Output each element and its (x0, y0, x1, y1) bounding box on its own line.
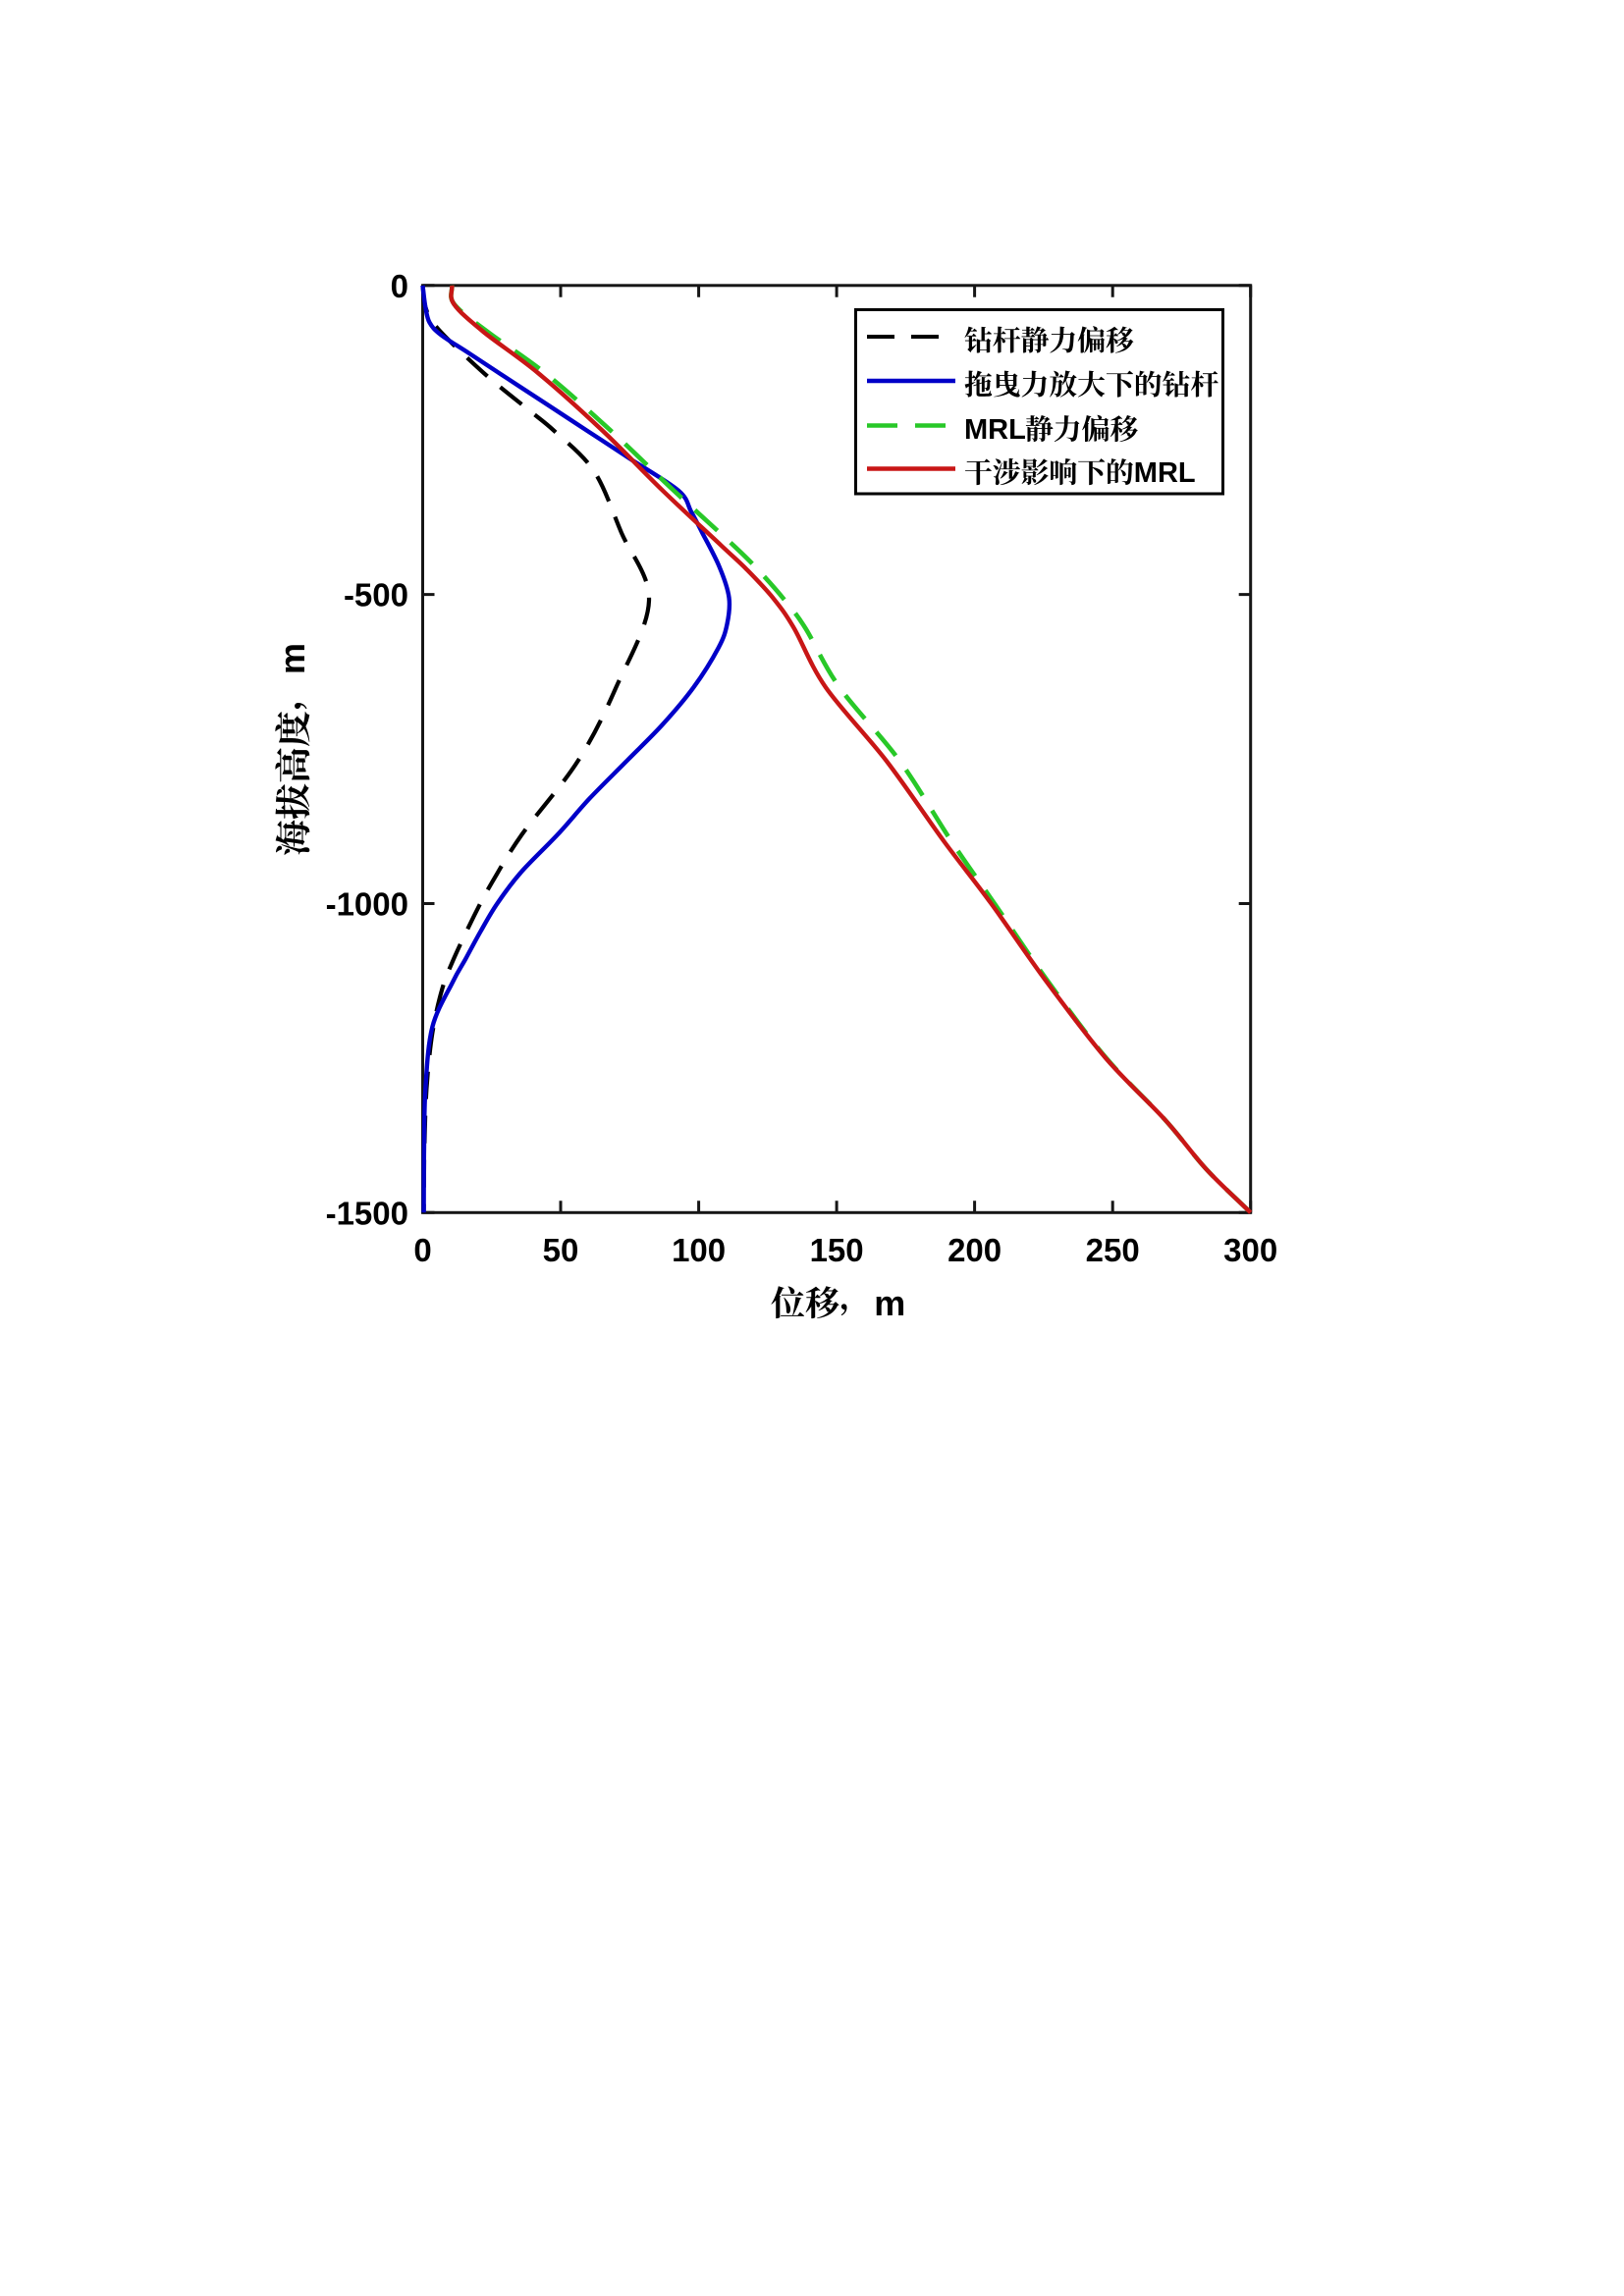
svg-text:-1500: -1500 (326, 1195, 408, 1231)
svg-text:200: 200 (947, 1232, 1001, 1268)
svg-text:0: 0 (391, 268, 408, 304)
svg-text:300: 300 (1223, 1232, 1277, 1268)
svg-text:m: m (874, 1283, 905, 1323)
svg-text:150: 150 (810, 1232, 864, 1268)
svg-text:MRL: MRL (964, 414, 1026, 446)
svg-text:50: 50 (543, 1232, 579, 1268)
svg-text:MRL: MRL (1134, 457, 1196, 489)
svg-text:0: 0 (413, 1232, 431, 1268)
svg-text:250: 250 (1086, 1232, 1140, 1268)
svg-text:-1000: -1000 (326, 886, 408, 923)
svg-text:100: 100 (672, 1232, 726, 1268)
svg-text:m: m (272, 643, 312, 674)
svg-text:-500: -500 (344, 577, 408, 614)
